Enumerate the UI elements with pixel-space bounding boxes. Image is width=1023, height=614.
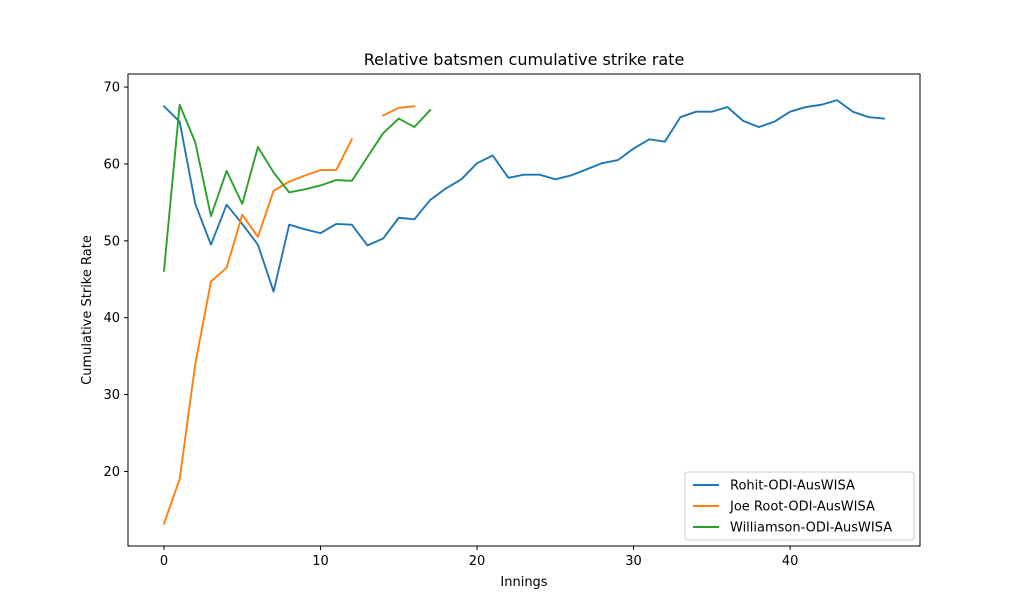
x-tick-label: 40 (782, 554, 799, 569)
x-axis-label: Innings (500, 575, 547, 590)
y-tick-label: 40 (103, 311, 120, 326)
x-tick-label: 20 (469, 554, 486, 569)
y-axis-ticks: 20 30 40 50 60 70 (103, 81, 128, 480)
x-tick-label: 10 (312, 554, 329, 569)
x-axis-ticks: 0 10 20 30 40 (160, 546, 799, 569)
y-axis-label: Cumulative Strike Rate (80, 235, 95, 385)
x-tick-label: 30 (625, 554, 642, 569)
y-tick-label: 60 (103, 157, 120, 172)
legend-label: Joe Root-ODI-AusWISA (729, 500, 875, 515)
y-tick-label: 30 (103, 388, 120, 403)
y-tick-label: 70 (103, 81, 120, 96)
x-tick-label: 0 (160, 554, 168, 569)
series-line-3 (162, 103, 432, 272)
chart-legend: Rohit-ODI-AusWISA Joe Root-ODI-AusWISA Wil… (684, 471, 915, 541)
chart-title: Relative batsmen cumulative strike rate (364, 50, 685, 69)
series-line-2 (162, 105, 416, 525)
y-tick-label: 20 (103, 465, 120, 480)
legend-box (684, 471, 915, 541)
series-layer (162, 99, 886, 525)
plot-frame (127, 73, 921, 547)
legend-label: Williamson-ODI-AusWISA (730, 521, 892, 536)
series-line-1 (162, 99, 886, 293)
legend-label: Rohit-ODI-AusWISA (730, 479, 855, 494)
y-tick-label: 50 (103, 234, 120, 249)
